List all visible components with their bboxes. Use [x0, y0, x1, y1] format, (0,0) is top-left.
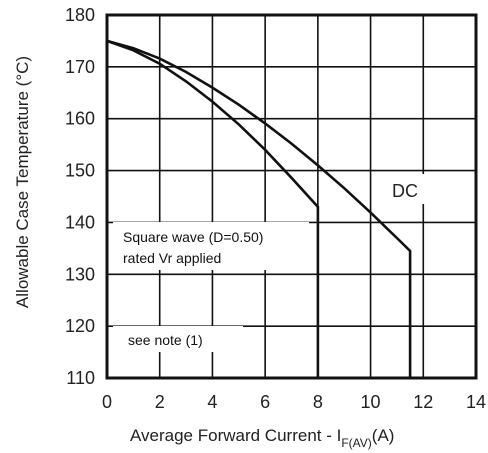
dc-label-background [385, 174, 433, 204]
series-group [106, 39, 412, 378]
y-tick-label-150: 150 [65, 161, 95, 181]
square-wave-label: Square wave (D=0.50) [123, 229, 263, 245]
rated-vr-label: rated Vr applied [123, 250, 221, 266]
dc-label: DC [392, 181, 418, 201]
x-tick-label-2: 2 [155, 392, 165, 412]
x-axis-label-unit: (A) [372, 426, 395, 445]
tick-labels: 0 2 4 6 8 10 12 14 110 120 130 140 150 160 170 180 [65, 5, 486, 412]
x-tick-label-14: 14 [466, 392, 486, 412]
x-tick-label-0: 0 [102, 392, 112, 412]
y-tick-label-110: 110 [66, 368, 95, 388]
x-tick-label-6: 6 [260, 392, 270, 412]
plot-frame [105, 13, 478, 380]
y-tick-label-160: 160 [65, 109, 95, 129]
x-axis-label-main: Average Forward Current - I [130, 426, 341, 445]
x-tick-label-10: 10 [361, 392, 381, 412]
x-tick-label-12: 12 [413, 392, 433, 412]
y-tick-label-180: 180 [65, 5, 95, 25]
x-tick-label-8: 8 [313, 392, 323, 412]
y-tick-label-170: 170 [65, 57, 95, 77]
y-tick-label-140: 140 [65, 212, 95, 232]
series-line-square-wave [106, 39, 320, 378]
note-background [113, 326, 243, 352]
x-tick-label-4: 4 [207, 392, 217, 412]
x-axis-label-sub: F(AV) [341, 436, 371, 450]
y-tick-label-120: 120 [65, 316, 95, 336]
x-axis-label: Average Forward Current - IF(AV)(A) [130, 426, 394, 450]
square-wave-background [113, 222, 309, 270]
see-note-label: see note (1) [128, 332, 203, 348]
series-line-dc [106, 39, 412, 378]
y-axis-label: Allowable Case Temperature (°C) [13, 56, 32, 308]
y-tick-label-130: 130 [65, 264, 95, 284]
